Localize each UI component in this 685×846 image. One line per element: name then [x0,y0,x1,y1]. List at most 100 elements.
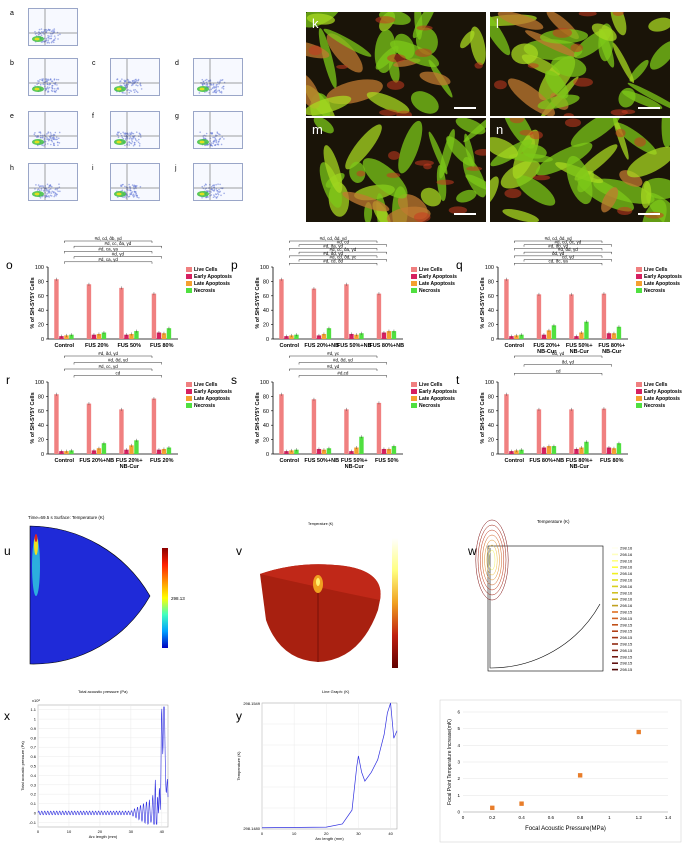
cell-shape [455,118,486,135]
significance-label: #d, ðd, γd [333,357,353,363]
significance-label: #d, cd [337,240,350,245]
y-tick-label: 100 [260,380,269,386]
category-label: FUS 50% [117,343,141,349]
flow-event [136,196,139,199]
bar [54,279,59,339]
flow-event [53,31,56,33]
bar [156,332,162,339]
cell-shape [319,162,342,208]
flow-event [45,37,48,40]
flow-event [217,143,220,146]
bar [91,450,97,454]
red-stain [474,62,483,69]
cell-shape [490,137,518,159]
flow-event [129,189,131,191]
bar [354,447,359,454]
flow-event [135,192,138,195]
scale-bar [638,213,660,215]
flow-event [139,136,142,138]
flow-cytometry-plot [28,163,78,201]
bar [64,335,69,339]
flow-event [210,185,213,188]
bar [546,330,552,339]
domain-shape [30,526,150,665]
cell-shape [456,189,477,203]
flow-panel-label: j [175,165,177,172]
flow-plot-svg [111,164,159,200]
legend-label: 298.15 [620,635,633,640]
colorbar-value: 298.13 [171,596,185,601]
micrograph-panel-label: m [312,122,323,137]
cell-shape [306,95,352,116]
panel-label: u [4,544,11,558]
cell-shape [460,30,475,49]
flow-event [136,140,138,142]
flow-event [210,88,213,91]
legend-label: Late Apoptosis [644,396,680,402]
y-tick-label: 0 [41,452,44,458]
flow-event [127,133,129,135]
flow-event [38,80,40,83]
cell-shape [614,122,657,155]
flow-event [137,141,140,144]
flow-event [136,194,138,197]
cell-shape [544,70,569,99]
y-tick-label: 1 [457,793,460,798]
cell-shape [342,191,390,212]
significance-label: #d, cd, ðd [323,257,343,263]
flow-event [53,35,56,37]
bar [569,409,574,454]
legend-swatch [636,281,642,286]
flow-event [46,193,48,195]
cell-shape [525,30,578,58]
flow-event [41,79,43,82]
flow-event [40,31,43,33]
heat-plume [32,536,40,596]
fluorescence-micrograph [490,12,670,116]
y-tick-label: 0 [266,337,269,343]
bar [86,284,92,339]
legend-label: Early Apoptosis [194,274,232,280]
flow-event [138,196,140,199]
flow-event [48,186,50,189]
flow-event [215,84,218,86]
flow-event [208,91,210,94]
cell-shape [410,91,439,114]
category-label: FUS 50%+NB [304,458,339,464]
flow-event [48,191,51,194]
category-label: FUS 50% [375,458,399,464]
flow-event [134,80,137,83]
flow-event [207,143,209,146]
flow-event [40,34,43,37]
flow-event [53,39,56,41]
cell-shape [610,12,627,36]
bar [311,288,317,339]
flow-event [138,142,141,145]
flow-event [53,142,55,145]
y-tick-label: 0.4 [30,773,36,778]
flow-event [139,134,142,136]
red-stain [387,54,406,63]
cell-shape [306,72,320,109]
legend-swatch [636,288,642,293]
significance-label: #d, cd, ðc, γd [554,239,581,245]
flow-event [120,132,122,135]
x-tick-label: 0.6 [548,815,555,820]
flow-event [34,33,37,35]
flow-event [48,190,50,192]
red-stain [388,151,401,160]
flow-event [127,83,129,86]
cell-shape [516,175,556,206]
flow-event [214,89,217,92]
flow-event [122,131,124,134]
flow-event [218,90,221,92]
flow-event [121,91,124,94]
flow-event [124,92,126,94]
legend-label: Live Cells [194,267,218,273]
bar [541,447,547,454]
flow-event [216,190,218,192]
cell-shape [470,26,486,66]
flow-event [199,131,201,133]
y-tick-label: 0 [491,452,494,458]
red-stain [448,206,468,215]
